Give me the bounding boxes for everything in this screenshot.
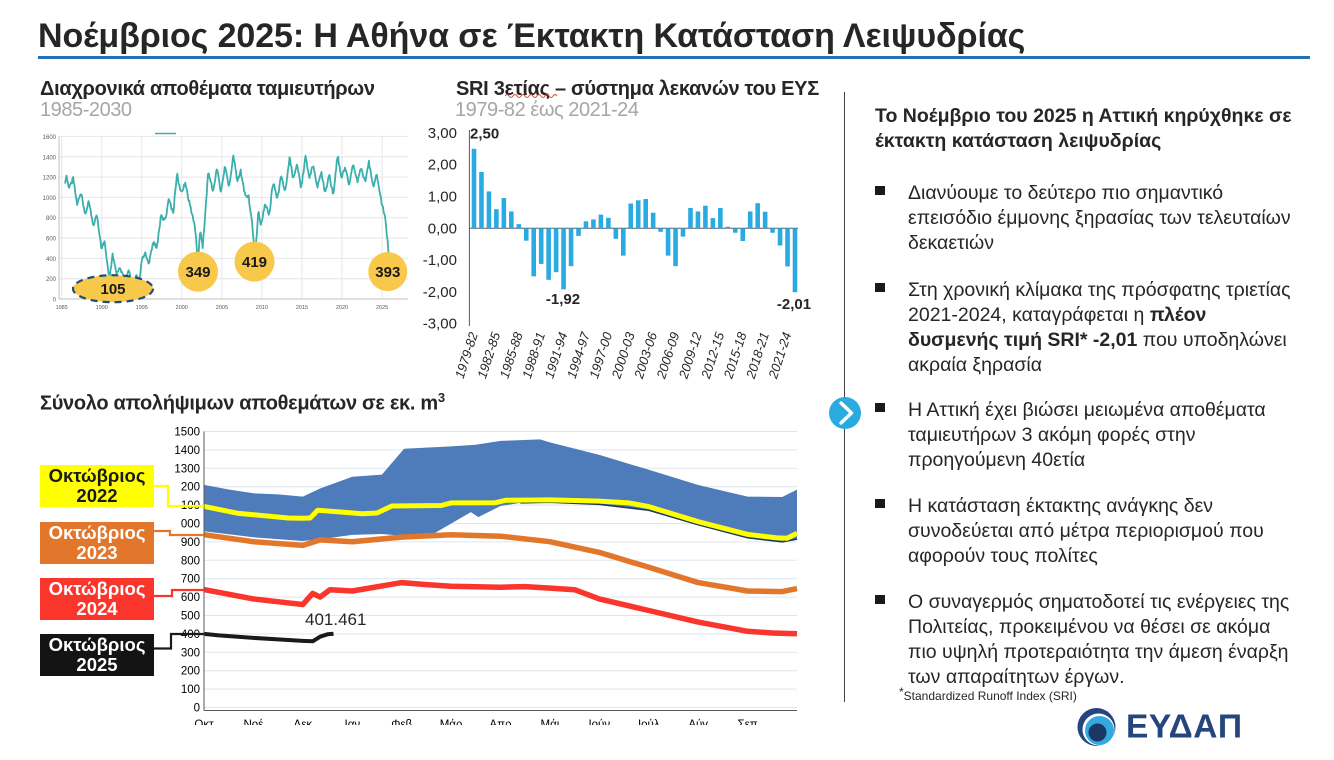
svg-text:Αύγ: Αύγ <box>688 719 708 725</box>
svg-text:1400: 1400 <box>43 155 57 161</box>
svg-text:2015: 2015 <box>296 305 308 311</box>
svg-text:600: 600 <box>46 237 57 243</box>
svg-text:393: 393 <box>375 264 400 281</box>
svg-text:700: 700 <box>181 574 200 586</box>
svg-text:400: 400 <box>46 257 57 263</box>
svg-text:2005: 2005 <box>216 305 228 311</box>
svg-text:1995: 1995 <box>136 305 148 311</box>
svg-text:-2,01: -2,01 <box>777 296 811 313</box>
svg-text:Δεκ: Δεκ <box>294 719 313 725</box>
svg-text:Ιαν: Ιαν <box>345 719 361 725</box>
svg-text:2025: 2025 <box>376 305 388 311</box>
svg-text:2,00: 2,00 <box>428 157 457 174</box>
svg-text:800: 800 <box>181 555 200 567</box>
svg-text:1985: 1985 <box>56 305 68 311</box>
svg-text:Μάι: Μάι <box>541 719 560 725</box>
svg-text:1200: 1200 <box>43 176 57 182</box>
svg-text:-1,92: -1,92 <box>546 291 580 308</box>
svg-text:-3,00: -3,00 <box>423 316 457 333</box>
svg-text:-2,00: -2,00 <box>423 284 457 301</box>
svg-text:1990: 1990 <box>96 305 108 311</box>
svg-text:900: 900 <box>181 537 200 549</box>
svg-text:Σεπ: Σεπ <box>738 719 758 725</box>
svg-text:500: 500 <box>181 611 200 623</box>
svg-text:2020: 2020 <box>336 305 348 311</box>
svg-text:ΕΥΔΑΠ: ΕΥΔΑΠ <box>1126 709 1243 746</box>
svg-text:401.461: 401.461 <box>305 610 366 629</box>
svg-text:1,00: 1,00 <box>428 189 457 206</box>
svg-text:2000: 2000 <box>176 305 188 311</box>
svg-text:Νοέ: Νοέ <box>243 719 263 725</box>
svg-text:0,00: 0,00 <box>428 220 457 237</box>
svg-text:1400: 1400 <box>174 445 200 457</box>
svg-text:Ιούλ: Ιούλ <box>638 719 660 725</box>
svg-text:000: 000 <box>181 519 200 531</box>
svg-text:200: 200 <box>46 277 57 283</box>
svg-text:1000: 1000 <box>43 196 57 202</box>
svg-text:200: 200 <box>181 666 200 678</box>
svg-text:Μάρ: Μάρ <box>440 719 463 725</box>
svg-text:1300: 1300 <box>174 463 200 475</box>
svg-text:3,00: 3,00 <box>428 125 457 142</box>
svg-text:0: 0 <box>53 298 57 304</box>
svg-text:2,50: 2,50 <box>470 126 499 143</box>
svg-text:1600: 1600 <box>43 135 57 141</box>
svg-text:100: 100 <box>181 684 200 696</box>
svg-text:105: 105 <box>100 281 125 298</box>
svg-text:1500: 1500 <box>174 427 200 439</box>
svg-text:300: 300 <box>181 647 200 659</box>
svg-text:0: 0 <box>194 703 200 715</box>
svg-text:Ιούν: Ιούν <box>588 719 610 725</box>
svg-text:419: 419 <box>242 254 267 271</box>
svg-text:800: 800 <box>46 216 57 222</box>
svg-text:349: 349 <box>185 264 210 281</box>
svg-text:-1,00: -1,00 <box>423 252 457 269</box>
svg-text:Απρ: Απρ <box>489 719 512 725</box>
svg-text:Φεβ: Φεβ <box>391 719 412 725</box>
svg-text:2010: 2010 <box>256 305 268 311</box>
svg-text:200: 200 <box>181 482 200 494</box>
svg-text:Οκτ: Οκτ <box>194 719 214 725</box>
svg-text:600: 600 <box>181 592 200 604</box>
